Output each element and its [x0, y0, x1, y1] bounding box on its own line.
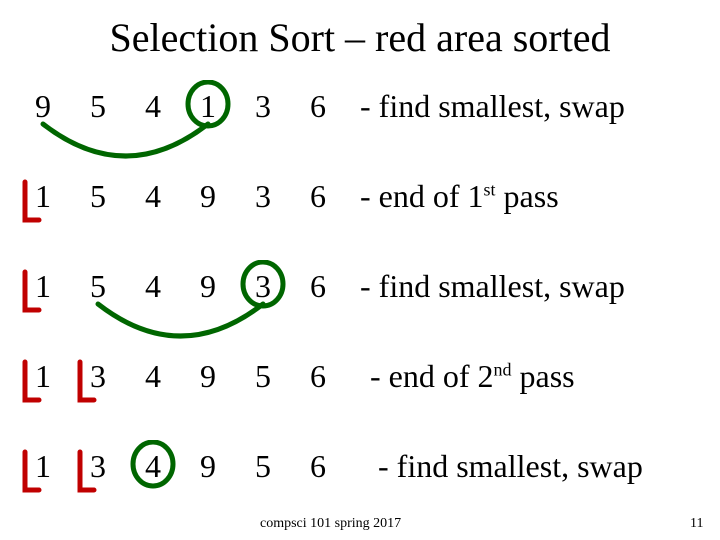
array-cell: 3 [255, 88, 271, 125]
array-cell: 4 [145, 88, 161, 125]
array-cell: 1 [35, 358, 51, 395]
array-cell: 5 [90, 88, 106, 125]
swap-arc [98, 304, 263, 336]
row-description: - end of 2nd pass [370, 358, 575, 395]
array-cell: 3 [90, 358, 106, 395]
row-description: - find smallest, swap [360, 268, 625, 305]
array-cell: 9 [200, 178, 216, 215]
array-cell: 4 [145, 358, 161, 395]
slide-title: Selection Sort – red area sorted [0, 14, 720, 61]
footer-page-number: 11 [690, 516, 703, 532]
array-cell: 4 [145, 268, 161, 305]
row-description: - end of 1st pass [360, 178, 559, 215]
array-cell: 6 [310, 358, 326, 395]
array-cell: 6 [310, 448, 326, 485]
array-cell: 6 [310, 268, 326, 305]
array-cell: 9 [35, 88, 51, 125]
row-description: - find smallest, swap [360, 88, 625, 125]
array-cell: 6 [310, 88, 326, 125]
row-description: - find smallest, swap [378, 448, 643, 485]
array-cell: 1 [35, 268, 51, 305]
array-row: 1 5 4 9 3 6 - find smallest, swap [0, 260, 720, 350]
array-cell: 5 [90, 178, 106, 215]
array-row: 1 5 4 9 3 6 - end of 1st pass [0, 170, 720, 260]
row-annotations [0, 350, 720, 440]
array-cell: 9 [200, 268, 216, 305]
array-cell: 3 [90, 448, 106, 485]
array-cell: 5 [255, 448, 271, 485]
swap-arc [43, 124, 208, 156]
array-cell: 3 [255, 268, 271, 305]
array-cell: 1 [200, 88, 216, 125]
array-cell: 4 [145, 178, 161, 215]
array-cell: 3 [255, 178, 271, 215]
array-cell: 9 [200, 358, 216, 395]
array-cell: 1 [35, 178, 51, 215]
array-cell: 5 [255, 358, 271, 395]
array-cell: 6 [310, 178, 326, 215]
array-cell: 9 [200, 448, 216, 485]
array-row: 9 5 4 1 3 6 - find smallest, swap [0, 80, 720, 170]
array-row: 1 3 4 9 5 6 - end of 2nd pass [0, 350, 720, 440]
array-cell: 1 [35, 448, 51, 485]
array-cell: 5 [90, 268, 106, 305]
footer-course: compsci 101 spring 2017 [260, 516, 401, 532]
array-cell: 4 [145, 448, 161, 485]
